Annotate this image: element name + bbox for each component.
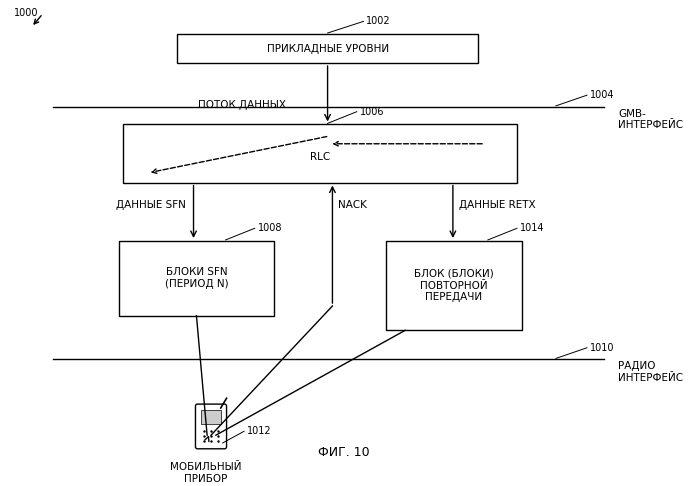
FancyBboxPatch shape (196, 404, 226, 449)
Text: GMB-
ИНТЕРФЕЙС: GMB- ИНТЕРФЕЙС (618, 109, 683, 130)
Text: БЛОКИ SFN
(ПЕРИОД N): БЛОКИ SFN (ПЕРИОД N) (165, 267, 229, 289)
Text: ФИГ. 10: ФИГ. 10 (318, 446, 370, 458)
Text: МОБИЛЬНЫЙ
ПРИБОР: МОБИЛЬНЫЙ ПРИБОР (171, 462, 242, 484)
FancyBboxPatch shape (201, 410, 221, 423)
Text: 1014: 1014 (520, 223, 545, 233)
FancyBboxPatch shape (119, 241, 274, 316)
Text: 1008: 1008 (258, 223, 282, 233)
FancyBboxPatch shape (122, 124, 517, 183)
FancyBboxPatch shape (386, 241, 522, 330)
Text: 1000: 1000 (14, 8, 38, 18)
FancyBboxPatch shape (177, 34, 478, 63)
Text: 1004: 1004 (590, 90, 614, 100)
Text: NACK: NACK (338, 200, 367, 210)
Text: ДАННЫЕ SFN: ДАННЫЕ SFN (116, 200, 186, 210)
Text: 1002: 1002 (366, 17, 391, 26)
Text: 1006: 1006 (359, 107, 384, 117)
Text: RLC: RLC (310, 153, 330, 162)
Text: ПОТОК ДАННЫХ: ПОТОК ДАННЫХ (199, 100, 287, 110)
Text: ПРИКЛАДНЫЕ УРОВНИ: ПРИКЛАДНЫЕ УРОВНИ (266, 44, 389, 53)
Text: ДАННЫЕ RETX: ДАННЫЕ RETX (459, 200, 535, 210)
Text: 1010: 1010 (590, 343, 614, 353)
Text: БЛОК (БЛОКИ)
ПОВТОРНОЙ
ПЕРЕДАЧИ: БЛОК (БЛОКИ) ПОВТОРНОЙ ПЕРЕДАЧИ (414, 269, 493, 302)
Text: 1012: 1012 (247, 426, 272, 436)
Text: РАДИО
ИНТЕРФЕЙС: РАДИО ИНТЕРФЕЙС (618, 362, 683, 383)
